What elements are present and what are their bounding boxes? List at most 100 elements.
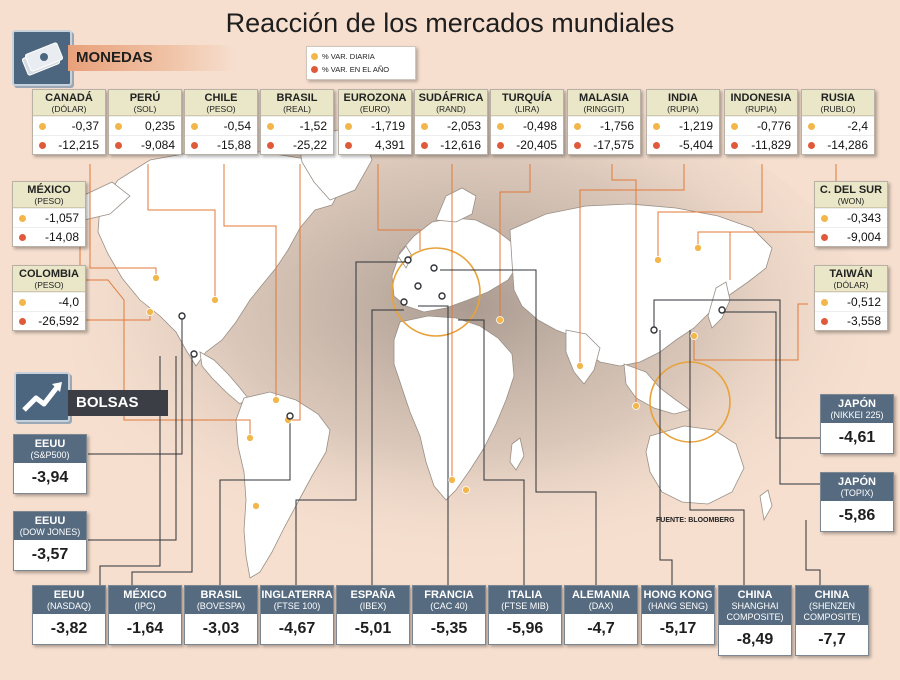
south-america-shape — [235, 391, 331, 579]
yearly-dot-icon — [115, 142, 122, 149]
stock-change: -4,61 — [838, 429, 876, 446]
stock-card-japon-topix: JAPÓN (TOPIX) -5,86 — [820, 472, 894, 532]
yearly-change: -9,004 — [846, 230, 881, 244]
yearly-dot-icon — [821, 318, 828, 325]
rising-arrow-icon — [22, 382, 62, 412]
currency-card-eurozona: EUROZONA (EURO) -1,719 4,391 — [338, 89, 412, 155]
daily-change: -0,343 — [846, 211, 881, 225]
currency-card-indonesia: INDONESIA (RUPIA) -0,776 -11,829 — [724, 89, 798, 155]
europe-highlight-circle — [391, 247, 481, 337]
japan-shape — [707, 281, 731, 329]
daily-change: -0,776 — [756, 119, 791, 133]
currency-section-icon — [12, 30, 72, 86]
currency-card-turquia: TURQUÍA (LIRA) -0,498 -20,405 — [490, 89, 564, 155]
daily-dot-icon — [39, 123, 46, 130]
yellow-dot-icon — [311, 53, 318, 60]
daily-dot-icon — [821, 215, 828, 222]
yearly-change: -5,404 — [678, 138, 713, 152]
yearly-dot-icon — [808, 142, 815, 149]
stock-change: -1,64 — [126, 620, 164, 637]
stock-change: -5,96 — [506, 620, 544, 637]
australia-shape — [645, 425, 745, 505]
scandinavia-shape — [435, 187, 477, 223]
currency-card-corea-del-sur: C. DEL SUR (WON) -0,343 -9,004 — [814, 181, 888, 247]
yearly-dot-icon — [39, 142, 46, 149]
stock-change: -5,86 — [838, 507, 876, 524]
page-title: Reacción de los mercados mundiales — [225, 8, 675, 38]
yearly-change: -20,405 — [516, 138, 557, 152]
currency-card-colombia: COLOMBIA (PESO) -4,0 -26,592 — [12, 265, 86, 331]
yearly-change: -14,08 — [44, 230, 79, 244]
yearly-change: -15,88 — [216, 138, 251, 152]
daily-dot-icon — [191, 123, 198, 130]
stock-card-brasil-bovespa: BRASIL (BOVESPA) -3,03 — [184, 585, 258, 645]
daily-dot-icon — [267, 123, 274, 130]
stock-card-eeuu-nasdaq: EEUU (NASDAQ) -3,82 — [32, 585, 106, 645]
stock-card-mexico-ipc: MÉXICO (IPC) -1,64 — [108, 585, 182, 645]
stock-card-japon-nikkei: JAPÓN (NIKKEI 225) -4,61 — [820, 394, 894, 454]
yearly-dot-icon — [497, 142, 504, 149]
currency-card-sudafrica: SUDÁFRICA (RAND) -2,053 -12,616 — [414, 89, 488, 155]
yearly-dot-icon — [821, 234, 828, 241]
stock-card-inglaterra-ftse100: INGLATERRA (FTSE 100) -4,67 — [260, 585, 334, 645]
currency-card-taiwan: TAIWÁN (DÓLAR) -0,512 -3,558 — [814, 265, 888, 331]
yearly-dot-icon — [421, 142, 428, 149]
stock-card-francia-cac40: FRANCIA (CAC 40) -5,35 — [412, 585, 486, 645]
stock-change: -5,17 — [659, 620, 697, 637]
yearly-change: -26,592 — [38, 314, 79, 328]
stocks-section-label: BOLSAS — [68, 390, 168, 416]
daily-change: -0,54 — [223, 119, 251, 133]
daily-change: -1,719 — [370, 119, 405, 133]
yearly-change: -12,215 — [58, 138, 99, 152]
yearly-change: -14,286 — [827, 138, 868, 152]
daily-change: -2,4 — [847, 119, 868, 133]
currency-card-brasil: BRASIL (REAL) -1,52 -25,22 — [260, 89, 334, 155]
yearly-change: -3,558 — [846, 314, 881, 328]
currency-card-rusia: RUSIA (RUBLO) -2,4 -14,286 — [801, 89, 875, 155]
stock-change: -3,82 — [50, 620, 88, 637]
daily-dot-icon — [808, 123, 815, 130]
yearly-dot-icon — [731, 142, 738, 149]
daily-change: -1,756 — [599, 119, 634, 133]
currency-card-malasia: MALASIA (RINGGIT) -1,756 -17,575 — [567, 89, 641, 155]
yearly-change: 4,391 — [374, 138, 405, 152]
asia-shape — [509, 203, 773, 367]
red-dot-icon — [311, 66, 318, 73]
daily-dot-icon — [421, 123, 428, 130]
banknotes-icon — [21, 42, 64, 76]
yearly-dot-icon — [653, 142, 660, 149]
daily-dot-icon — [19, 215, 26, 222]
legend: % VAR. DIARIA % VAR. EN EL AÑO — [306, 46, 416, 80]
daily-dot-icon — [731, 123, 738, 130]
stocks-section-icon — [14, 372, 70, 422]
yearly-change: -9,084 — [140, 138, 175, 152]
currency-section-label: MONEDAS — [68, 45, 236, 71]
currency-card-india: INDIA (RUPIA) -1,219 -5,404 — [646, 89, 720, 155]
source-note: FUENTE: BLOOMBERG — [656, 517, 735, 524]
southeast-asia-shape — [623, 363, 691, 415]
stock-change: -3,94 — [31, 469, 69, 486]
stock-change: -3,03 — [202, 620, 240, 637]
stock-card-hongkong-hangseng: HONG KONG (HANG SENG) -5,17 — [641, 585, 715, 645]
stock-change: -5,35 — [430, 620, 468, 637]
yearly-dot-icon — [19, 318, 26, 325]
daily-dot-icon — [653, 123, 660, 130]
yearly-dot-icon — [267, 142, 274, 149]
daily-dot-icon — [821, 299, 828, 306]
daily-change: -1,057 — [44, 211, 79, 225]
daily-dot-icon — [497, 123, 504, 130]
stock-markers — [178, 256, 726, 420]
daily-change: -0,498 — [522, 119, 557, 133]
daily-change: -4,0 — [58, 295, 79, 309]
yearly-change: -12,616 — [440, 138, 481, 152]
daily-dot-icon — [574, 123, 581, 130]
stock-change: -4,67 — [278, 620, 316, 637]
legend-daily: % VAR. DIARIA — [311, 50, 411, 63]
legend-yearly: % VAR. EN EL AÑO — [311, 63, 411, 76]
daily-change: -0,37 — [71, 119, 99, 133]
currency-card-chile: CHILE (PESO) -0,54 -15,88 — [184, 89, 258, 155]
yearly-change: -25,22 — [292, 138, 327, 152]
madagascar-shape — [509, 437, 525, 471]
yearly-change: -17,575 — [593, 138, 634, 152]
